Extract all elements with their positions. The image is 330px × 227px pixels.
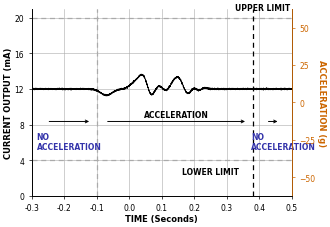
X-axis label: TIME (Seconds): TIME (Seconds) [125, 214, 198, 223]
Text: NO
ACCELERATION: NO ACCELERATION [251, 132, 316, 151]
Y-axis label: ACCELERATION (g): ACCELERATION (g) [317, 59, 326, 146]
Y-axis label: CURRENT OUTPUT (mA): CURRENT OUTPUT (mA) [4, 47, 13, 158]
Text: NO
ACCELERATION: NO ACCELERATION [37, 132, 102, 151]
Text: UPPER LIMIT: UPPER LIMIT [235, 4, 290, 13]
Text: ACCELERATION: ACCELERATION [144, 111, 209, 120]
Text: LOWER LIMIT: LOWER LIMIT [182, 168, 239, 177]
